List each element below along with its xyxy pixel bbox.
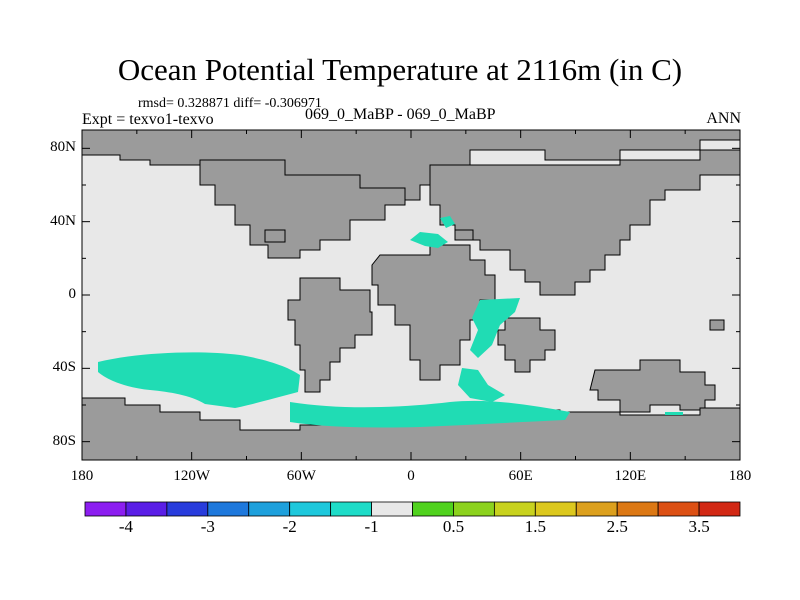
lon-tick-label: 120W (173, 468, 210, 484)
colorbar-box (534, 501, 577, 517)
period-label: 069_0_MaBP - 069_0_MaBP (305, 106, 496, 123)
colorbar-box (453, 501, 495, 517)
land-india (497, 317, 556, 373)
colorbar-label: -3 (200, 517, 215, 536)
anomaly-tethys (410, 232, 448, 248)
colorbar-box (125, 501, 168, 517)
anomaly-small-east (665, 412, 683, 415)
stats-text: rmsd= 0.328871 diff= -0.306971 (138, 96, 322, 111)
colorbar-box (493, 501, 536, 517)
colorbar-box (330, 501, 372, 517)
colorbar-box (166, 501, 209, 517)
colorbar-label: -2 (282, 517, 297, 536)
colorbar-box (84, 501, 127, 517)
land-island-2 (264, 229, 286, 243)
lon-tick-label: 60E (508, 468, 533, 484)
anomaly-indian-south (458, 368, 505, 402)
lat-tick-label: 40N (50, 212, 76, 229)
land-africa (371, 244, 496, 381)
land-north-america (199, 159, 406, 259)
lon-tick-label: 180 (728, 468, 752, 484)
lon-tick-label: 0 (407, 468, 415, 484)
anomaly-indian-west (470, 298, 520, 358)
colorbar-box (207, 501, 250, 517)
colorbar-label: 3.5 (688, 517, 710, 536)
colorbar-box (412, 501, 454, 517)
colorbar-label: -1 (364, 517, 379, 536)
colorbar-box (575, 501, 618, 517)
lat-tick-label: 80S (52, 432, 76, 449)
colorbar-label: -4 (118, 517, 134, 536)
land-island-1 (454, 229, 474, 241)
colorbar-box (616, 501, 659, 517)
experiment-label: Expt = texvo1-texvo (82, 111, 214, 128)
land-south-america (287, 277, 373, 393)
colorbar-box (698, 501, 741, 517)
season-label: ANN (706, 110, 741, 127)
lat-tick-label: 80N (50, 139, 76, 156)
lat-tick-label: 0 (68, 286, 77, 302)
cool-anomaly-regions (98, 216, 683, 428)
colorbar-label: 2.5 (606, 517, 628, 536)
colorbar-box (371, 501, 413, 517)
land-island-3 (709, 319, 725, 331)
colorbar-box (289, 501, 332, 517)
colorbar-label: 1.5 (524, 517, 546, 536)
lon-tick-label: 120E (614, 468, 647, 484)
land-masses (81, 129, 741, 461)
anomaly-south-pacific (98, 352, 300, 408)
lat-tick-label: 40S (52, 359, 76, 376)
colorbar-box (248, 501, 291, 517)
map-axes (81, 130, 741, 460)
lon-tick-label: 60W (286, 468, 316, 484)
colorbar-label: 0.5 (442, 517, 465, 536)
colorbar (84, 501, 741, 517)
lon-tick-label: 180 (70, 468, 94, 484)
anomaly-mediterranean (440, 216, 455, 228)
colorbar-box (657, 501, 700, 517)
anomaly-southern-ocean (290, 400, 570, 428)
plot-title: Ocean Potential Temperature at 2116m (in… (117, 52, 683, 87)
